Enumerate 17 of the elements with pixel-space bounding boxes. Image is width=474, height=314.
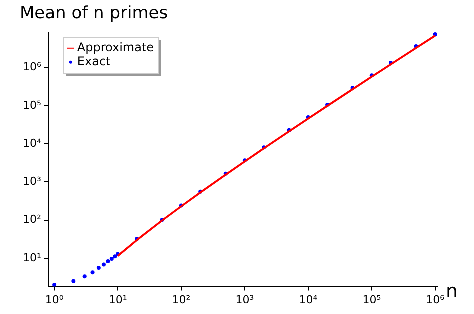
x-tick-label: 10⁶ [426,293,446,306]
y-tick-label: 10⁴ [22,136,42,150]
x-tick-label: 10⁵ [362,293,382,306]
x-tick-label: 10⁰ [45,293,64,306]
legend-label: Exact [77,54,112,69]
y-tick-label: 10³ [22,175,42,188]
x-axis-title: n [446,280,458,303]
x-tick-label: 10¹ [108,293,128,306]
chart-title: Mean of n primes [20,4,168,24]
y-tick-label: 10⁵ [22,98,42,112]
y-tick-label: 10² [22,213,42,226]
x-tick-label: 10³ [236,293,254,306]
x-tick-label: 10⁴ [299,293,318,306]
y-tick-label: 10⁶ [22,60,42,74]
legend-label: Approximate [77,40,154,55]
x-tick-label: 10² [172,293,191,306]
y-tick-label: 10¹ [22,251,42,264]
